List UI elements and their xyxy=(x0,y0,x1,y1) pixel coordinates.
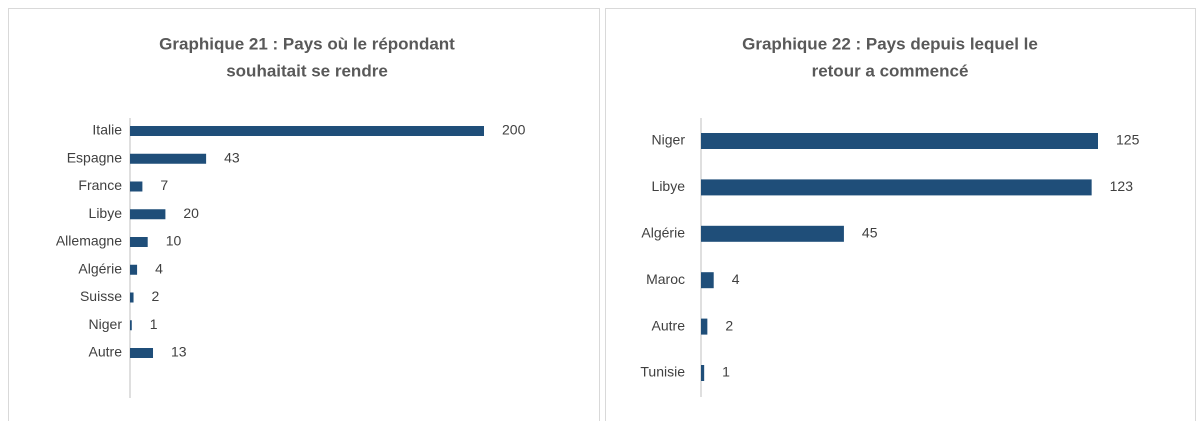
y-tick-label: Allemagne xyxy=(56,233,122,249)
data-label: 4 xyxy=(732,271,740,287)
bar xyxy=(701,225,844,242)
bar xyxy=(130,237,148,247)
bar xyxy=(130,126,484,136)
panel xyxy=(605,8,1196,421)
data-label: 13 xyxy=(171,344,187,360)
bar xyxy=(130,153,207,164)
data-label: 1 xyxy=(722,364,730,380)
data-label: 1 xyxy=(150,316,158,332)
chart-title: Graphique 22 : Pays depuis lequel le xyxy=(742,34,1038,53)
y-tick-label: Autre xyxy=(89,344,123,360)
data-label: 43 xyxy=(224,149,240,165)
data-label: 10 xyxy=(166,233,182,249)
bar xyxy=(130,209,166,220)
data-label: 123 xyxy=(1110,178,1134,194)
chart-title: Graphique 21 : Pays où le répondant xyxy=(159,34,455,53)
y-tick-label: Libye xyxy=(89,205,123,221)
bar xyxy=(130,292,134,303)
bar xyxy=(701,179,1092,196)
data-label: 2 xyxy=(152,288,160,304)
bar xyxy=(130,264,138,275)
data-label: 7 xyxy=(160,177,168,193)
panel xyxy=(8,8,600,421)
y-tick-label: Algérie xyxy=(641,225,685,241)
bar xyxy=(701,133,1098,149)
y-tick-label: Niger xyxy=(652,132,686,148)
y-tick-label: Niger xyxy=(89,316,123,332)
bar xyxy=(701,365,705,381)
data-label: 20 xyxy=(183,205,199,221)
y-tick-label: Algérie xyxy=(78,260,122,276)
chart-title: retour a commencé xyxy=(812,61,969,80)
chart-title: souhaitait se rendre xyxy=(226,61,388,80)
data-label: 4 xyxy=(155,260,163,276)
bar xyxy=(701,318,708,335)
data-label: 2 xyxy=(725,317,733,333)
y-tick-label: Autre xyxy=(652,317,686,333)
data-label: 125 xyxy=(1116,132,1140,148)
y-tick-label: Libye xyxy=(652,178,686,194)
y-tick-label: France xyxy=(78,177,122,193)
data-label: 45 xyxy=(862,225,878,241)
y-tick-label: Espagne xyxy=(67,149,122,165)
y-tick-label: Tunisie xyxy=(640,364,685,380)
bar xyxy=(130,181,143,192)
y-tick-label: Suisse xyxy=(80,288,122,304)
data-label: 200 xyxy=(502,122,526,138)
y-tick-label: Italie xyxy=(92,122,122,138)
y-tick-label: Maroc xyxy=(646,271,685,287)
bar xyxy=(701,272,714,289)
bar xyxy=(130,348,154,358)
bar xyxy=(130,320,132,331)
